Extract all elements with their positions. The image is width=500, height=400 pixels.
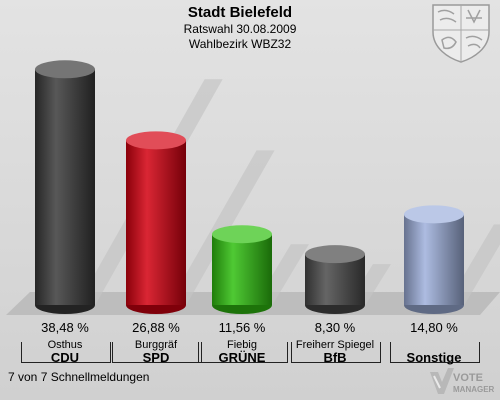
- logo-word-vote: VOTE: [453, 372, 483, 384]
- value-label: 11,56 %: [218, 320, 266, 335]
- category-bracket: [198, 342, 288, 363]
- value-label: 8,30 %: [314, 320, 356, 335]
- category-bracket: [21, 342, 111, 363]
- candidate-name: Freiherr Spiegel: [295, 339, 375, 351]
- bar-gr-ne: [212, 225, 272, 314]
- district-label: Wahlbezirk WBZ32: [188, 37, 292, 51]
- footer-status: 7 von 7 Schnellmeldungen: [8, 370, 150, 384]
- candidate-name: Fiebig: [227, 339, 257, 351]
- party-label: GRÜNE: [218, 350, 266, 365]
- candidate-name: Osthus: [47, 339, 83, 351]
- coat-of-arms-icon: [432, 4, 490, 63]
- value-label: 14,80 %: [410, 320, 458, 335]
- bar-cdu: [35, 60, 95, 314]
- category-bracket: [291, 342, 381, 363]
- election-subtitle: Ratswahl 30.08.2009: [183, 22, 297, 36]
- bar-bfb: [305, 245, 365, 314]
- bar-spd: [126, 131, 186, 314]
- value-label: 26,88 %: [132, 320, 180, 335]
- value-label: 38,48 %: [41, 320, 89, 335]
- candidate-name: Burggräf: [134, 339, 178, 351]
- party-label: SPD: [142, 350, 170, 365]
- chart-title: Stadt Bielefeld: [187, 4, 293, 21]
- party-label: CDU: [50, 350, 80, 365]
- vote-manager-logo: VOTE MANAGER: [430, 368, 495, 394]
- category-bracket: [112, 342, 202, 363]
- bar-sonstige: [404, 205, 464, 314]
- party-label: BfB: [323, 350, 347, 365]
- party-label: Sonstige: [406, 350, 462, 365]
- category-bracket: [390, 342, 480, 363]
- logo-word-manager: MANAGER: [453, 385, 495, 394]
